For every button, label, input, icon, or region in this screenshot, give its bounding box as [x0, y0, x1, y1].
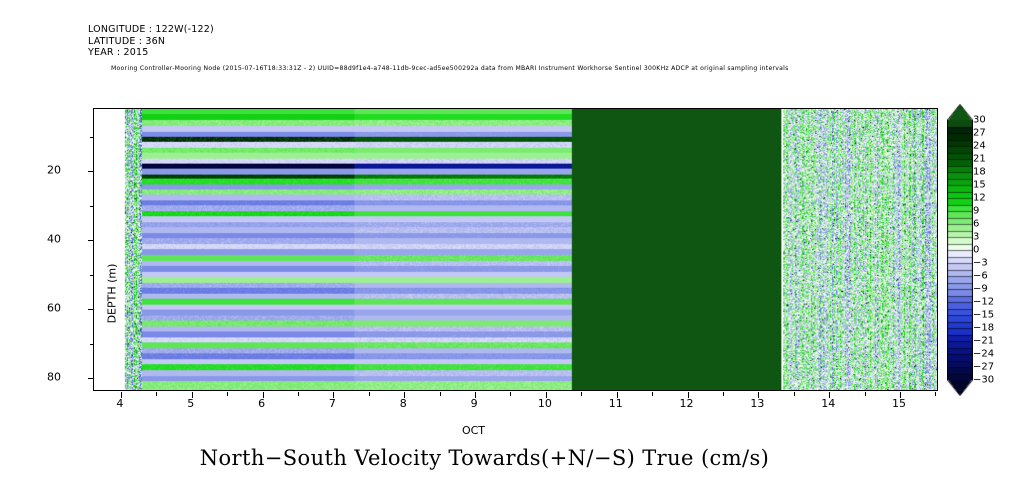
y-axis-tick — [88, 309, 94, 311]
x-axis-tick-labels: 4 5 6 7 8 9 10 11 12 13 14 15 — [93, 397, 938, 411]
x-axis-minor-tick — [439, 392, 441, 396]
colorbar-tick-label: 9 — [973, 205, 980, 217]
x-axis-minor-tick — [581, 392, 583, 396]
page-title: North−South Velocity Towards(+N/−S) True… — [199, 446, 770, 470]
y-axis-title: DEPTH (m) — [105, 263, 119, 324]
x-axis-tick — [829, 392, 831, 398]
y-axis-tick-label: 40 — [47, 232, 61, 246]
colorbar-tick-label: 12 — [973, 192, 986, 204]
colorbar-tick-label: 3 — [973, 231, 980, 243]
y-axis-tick — [88, 378, 94, 380]
colorbar-gradient — [947, 104, 973, 396]
x-axis-tick-label: 11 — [608, 397, 623, 410]
y-axis-minor-tick — [90, 274, 94, 276]
y-axis-tick-label: 20 — [47, 163, 61, 177]
x-axis-tick — [191, 392, 193, 398]
x-axis-minor-tick — [510, 392, 512, 396]
x-axis-tick — [758, 392, 760, 398]
x-axis-tick-label: 9 — [470, 397, 478, 410]
y-axis-tick — [88, 171, 94, 173]
colorbar-tick-label: −3 — [973, 257, 988, 269]
x-axis-title: OCT — [461, 424, 486, 437]
plot-area: DEPTH (m) — [88, 108, 938, 398]
colorbar-tick-label: 30 — [973, 114, 986, 126]
year-line: YEAR : 2015 — [88, 47, 149, 59]
x-axis-tick — [900, 392, 902, 398]
colorbar-tick-label: 6 — [973, 218, 980, 230]
x-axis-tick-label: 15 — [892, 397, 907, 410]
x-axis-tick-label: 14 — [821, 397, 836, 410]
x-axis-tick — [616, 392, 618, 398]
x-axis-minor-tick — [297, 392, 299, 396]
x-axis-minor-tick — [722, 392, 724, 396]
latitude-line: LATITUDE : 36N — [88, 35, 166, 47]
colorbar-tick-label: −30 — [973, 374, 995, 386]
x-axis-minor-tick — [652, 392, 654, 396]
x-axis-minor-tick — [935, 392, 937, 396]
x-axis-minor-tick — [156, 392, 158, 396]
colorbar-tick-label: 27 — [973, 127, 986, 139]
longitude-line: LONGITUDE : 122W(-122) — [88, 24, 214, 35]
x-axis-tick-label: 12 — [679, 397, 694, 410]
x-axis-tick — [545, 392, 547, 398]
x-axis-tick-label: 6 — [258, 397, 266, 410]
x-axis-tick-label: 10 — [537, 397, 552, 410]
y-axis-tick-label: 60 — [47, 301, 61, 315]
x-axis-minor-tick — [864, 392, 866, 396]
colorbar: 30 27 24 21 18 15 12 9 6 3 0 −3 −6 −9 −12 −15 −18 −21 −24−… — [947, 104, 1009, 396]
x-axis-tick — [687, 392, 689, 398]
x-axis-tick-label: 4 — [116, 397, 124, 410]
x-axis-tick — [333, 392, 335, 398]
colorbar-tick-label: 18 — [973, 166, 986, 178]
y-axis-minor-tick — [90, 343, 94, 345]
colorbar-tick-label: −27 — [973, 361, 995, 373]
colorbar-tick-label: −12 — [973, 296, 995, 308]
colorbar-tick-label: 24 — [973, 140, 986, 152]
dataset-subtitle: Mooring Controller-Mooring Node (2015-07… — [111, 65, 789, 72]
x-axis-tick — [120, 392, 122, 398]
y-axis-tick-label: 80 — [47, 370, 61, 384]
colorbar-tick-label: −6 — [973, 270, 988, 282]
x-axis-tick-label: 5 — [187, 397, 195, 410]
y-axis-tick — [88, 240, 94, 242]
colorbar-tick-label: 15 — [973, 179, 986, 191]
x-axis-minor-tick — [368, 392, 370, 396]
colorbar-tick-label: −24 — [973, 348, 995, 360]
colorbar-tick-label: −15 — [973, 309, 995, 321]
colorbar-tick-label: −18 — [973, 322, 995, 334]
y-axis-minor-tick — [90, 205, 94, 207]
colorbar-tick-label: 0 — [973, 244, 980, 256]
x-axis-tick-label: 8 — [399, 397, 407, 410]
colorbar-tick-label: −9 — [973, 283, 988, 295]
x-axis-minor-tick — [793, 392, 795, 396]
colorbar-tick-label: 21 — [973, 153, 986, 165]
x-axis-minor-tick — [227, 392, 229, 396]
velocity-heatmap — [94, 109, 937, 390]
x-axis-tick-label: 13 — [750, 397, 765, 410]
station-metadata: LONGITUDE : 122W(-122) LATITUDE : 36N YE… — [88, 24, 214, 59]
x-axis-tick — [404, 392, 406, 398]
x-axis-tick-label: 7 — [328, 397, 336, 410]
colorbar-tick-label: −21 — [973, 335, 995, 347]
x-axis-tick — [262, 392, 264, 398]
x-axis-tick — [475, 392, 477, 398]
y-axis-minor-tick — [90, 136, 94, 138]
